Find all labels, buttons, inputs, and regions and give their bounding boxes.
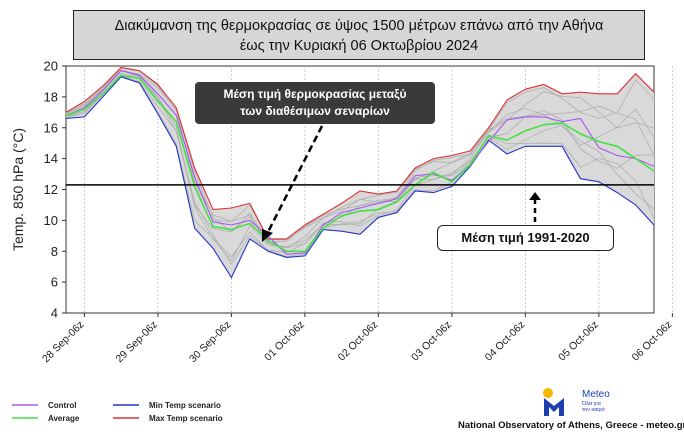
y-tick-label: 8	[51, 244, 58, 259]
logo-sun-icon	[543, 388, 553, 398]
x-tick-label: 03 Oct-06z	[409, 319, 454, 364]
logo-m-icon	[544, 398, 564, 416]
chart-title-line1: Διακύμανση της θερμοκρασίας σε ύψος 1500…	[114, 18, 604, 34]
x-tick-label: 02 Oct-06z	[336, 319, 381, 364]
average-annotation-arrow	[266, 125, 324, 233]
y-tick-label: 18	[44, 89, 58, 104]
average-annotation-line2: των διαθέσιμων σεναρίων	[240, 104, 390, 118]
logo-tagline: Όλα για τον καιρό	[582, 401, 605, 413]
logo-tagline-2: τον καιρό	[582, 407, 605, 413]
control-line	[65, 69, 655, 255]
y-tick-label: 14	[44, 151, 58, 166]
y-axis-label: Temp. 850 hPa (°C)	[10, 128, 26, 251]
legend: Control Average Min Temp scenario Max Temp …	[12, 401, 223, 423]
meteo-logo: Meteo Όλα για τον καιρό	[540, 386, 650, 418]
y-tick-label: 6	[51, 275, 58, 290]
x-tick-label: 29 Sep-06z	[114, 319, 160, 365]
x-tick-label: 01 Oct-06z	[262, 319, 307, 364]
logo-tagline-1: Όλα για	[582, 401, 601, 407]
ensemble-members	[65, 67, 655, 265]
chart-title-line2: έως την Κυριακή 06 Οκτωβρίου 2024	[239, 38, 479, 54]
ensemble-member-line	[65, 74, 655, 258]
y-tick-label: 16	[44, 120, 58, 135]
x-tick-label: 06 Oct-06z	[630, 319, 675, 364]
average-annotation: Μέση τιμή θερμοκρασίας μεταξύ των διαθέσ…	[195, 82, 435, 124]
average-arrowhead-icon	[262, 229, 273, 242]
meteo-logo-icon	[543, 388, 564, 416]
x-tick-label: 28 Sep-06z	[40, 319, 86, 365]
climatology-arrowhead-icon	[529, 192, 541, 200]
y-tick-label: 4	[51, 306, 58, 321]
legend-label: Min Temp scenario	[149, 401, 221, 410]
logo-name: Meteo	[582, 389, 610, 400]
annotation-arrows	[262, 125, 541, 242]
y-tick-label: 10	[44, 213, 58, 228]
legend-label: Max Temp scenario	[149, 414, 223, 423]
legend-label: Control	[48, 401, 76, 410]
average-line	[65, 74, 655, 253]
ensemble-member-line	[65, 75, 655, 265]
chart-title: Διακύμανση της θερμοκρασίας σε ύψος 1500…	[73, 10, 645, 60]
max-scenario-line	[65, 66, 655, 240]
x-tick-label: 30 Sep-06z	[187, 319, 233, 365]
average-annotation-line1: Μέση τιμή θερμοκρασίας μεταξύ	[223, 87, 407, 101]
x-tick-label: 05 Oct-06z	[556, 319, 601, 364]
min-scenario-line	[65, 76, 655, 279]
y-tick-label: 20	[44, 59, 58, 74]
footer-credit: National Observatory of Athens, Greece -…	[458, 420, 684, 431]
climatology-annotation: Μέση τιμή 1991-2020	[437, 225, 614, 251]
y-tick-label: 12	[44, 182, 58, 197]
series-lines	[65, 66, 655, 279]
x-tick-label: 04 Oct-06z	[483, 319, 528, 364]
legend-label: Average	[48, 414, 80, 423]
ensemble-member-line	[65, 67, 655, 241]
